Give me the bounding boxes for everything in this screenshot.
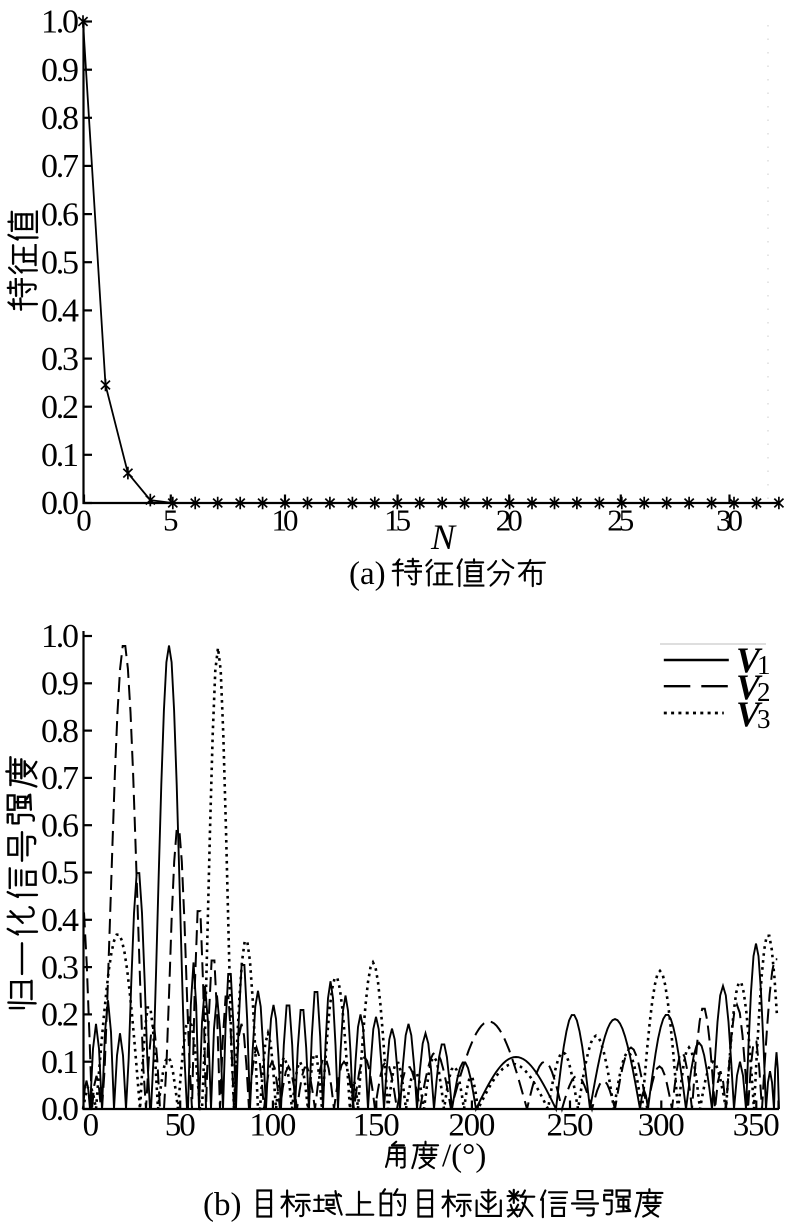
svg-text:300: 300 (638, 1108, 685, 1144)
svg-text:0.0: 0.0 (41, 485, 79, 522)
svg-text:150: 150 (353, 1108, 400, 1144)
svg-text:0.1: 0.1 (41, 437, 79, 474)
svg-text:0.1: 0.1 (41, 1044, 79, 1081)
svg-text:0.5: 0.5 (41, 855, 79, 892)
svg-text:5: 5 (163, 503, 179, 538)
svg-text:/(°): /(°) (442, 1138, 486, 1174)
svg-text:N: N (430, 517, 457, 557)
svg-text:0.7: 0.7 (41, 148, 79, 185)
svg-text:0.8: 0.8 (41, 100, 79, 137)
svg-text:0.9: 0.9 (41, 666, 79, 703)
svg-text:30: 30 (716, 503, 743, 538)
svg-text:0.3: 0.3 (41, 949, 79, 986)
svg-text:(b): (b) (203, 1187, 241, 1223)
svg-text:V: V (736, 694, 763, 734)
svg-text:1.0: 1.0 (41, 618, 79, 655)
svg-text:0: 0 (83, 1108, 100, 1144)
svg-text:0.4: 0.4 (41, 902, 79, 939)
svg-text:50: 50 (165, 1108, 196, 1144)
svg-text:250: 250 (547, 1108, 594, 1144)
svg-text:0.4: 0.4 (41, 293, 79, 330)
svg-text:0: 0 (76, 503, 92, 538)
svg-text:(a): (a) (349, 556, 386, 592)
svg-text:0.9: 0.9 (41, 52, 79, 89)
svg-text:0.0: 0.0 (41, 1091, 79, 1128)
svg-text:20: 20 (496, 503, 523, 538)
svg-text:15: 15 (384, 503, 411, 538)
svg-text:0.6: 0.6 (41, 196, 79, 233)
svg-text:V: V (736, 667, 763, 707)
svg-text:200: 200 (448, 1108, 495, 1144)
svg-text:0.3: 0.3 (41, 341, 79, 378)
svg-text:0.7: 0.7 (41, 760, 79, 797)
svg-text:0.2: 0.2 (41, 389, 79, 426)
svg-text:0.5: 0.5 (41, 244, 79, 281)
svg-text:0.8: 0.8 (41, 713, 79, 750)
svg-text:3: 3 (757, 704, 771, 734)
svg-text:1.0: 1.0 (41, 4, 79, 41)
svg-text:V: V (736, 640, 763, 680)
svg-text:0.2: 0.2 (41, 997, 79, 1034)
svg-text:100: 100 (249, 1108, 296, 1144)
svg-text:1: 1 (757, 650, 771, 680)
svg-text:2: 2 (757, 677, 771, 707)
svg-text:0.6: 0.6 (41, 807, 79, 844)
svg-text:25: 25 (607, 503, 634, 538)
svg-text:350: 350 (733, 1108, 780, 1144)
svg-text:10: 10 (272, 503, 299, 538)
